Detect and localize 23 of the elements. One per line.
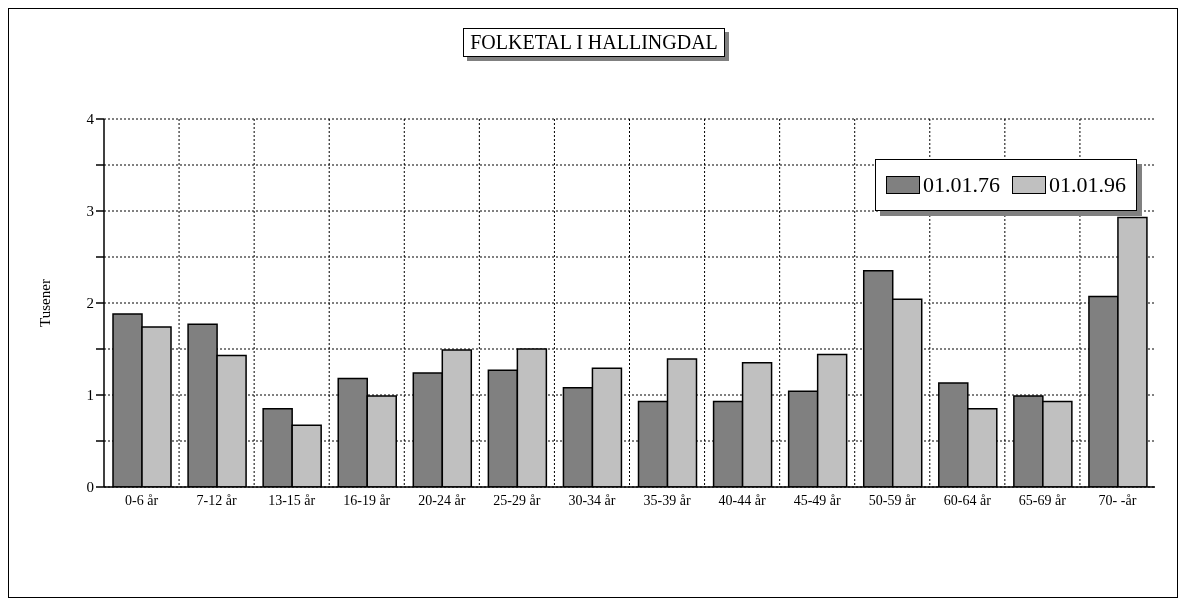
y-tick-label: 4 (86, 111, 95, 128)
y-tick-label: 0 (86, 479, 94, 496)
x-tick-label: 25-29 år (493, 492, 541, 508)
x-tick-label: 20-24 år (418, 492, 466, 508)
x-tick-label: 70- -år (1098, 492, 1137, 508)
y-tick-label: 1 (86, 387, 94, 404)
x-tick-label: 13-15 år (268, 492, 316, 508)
y-tick-label: 3 (86, 203, 94, 220)
x-tick-label: 0-6 år (125, 492, 159, 508)
x-tick-label: 60-64 år (943, 492, 992, 508)
y-tick-label: 2 (86, 295, 94, 312)
x-tick-label: 30-34 år (568, 492, 616, 508)
x-tick-label: 50-59 år (868, 492, 917, 508)
x-tick-label: 16-19 år (343, 492, 391, 508)
x-tick-label: 65-69 år (1018, 492, 1067, 508)
legend-label: 01.01.96 (1048, 172, 1126, 198)
x-tick-label: 35-39 år (643, 492, 691, 508)
x-tick-label: 45-49 år (793, 492, 842, 508)
chart-title: FOLKETAL I HALLINGDAL (463, 28, 725, 57)
y-axis-title: Tusener (37, 279, 54, 327)
x-tick-label: 40-44 år (718, 492, 766, 508)
x-tick-label: 7-12 år (196, 492, 237, 508)
legend-label: 01.01.76 (922, 172, 1000, 198)
